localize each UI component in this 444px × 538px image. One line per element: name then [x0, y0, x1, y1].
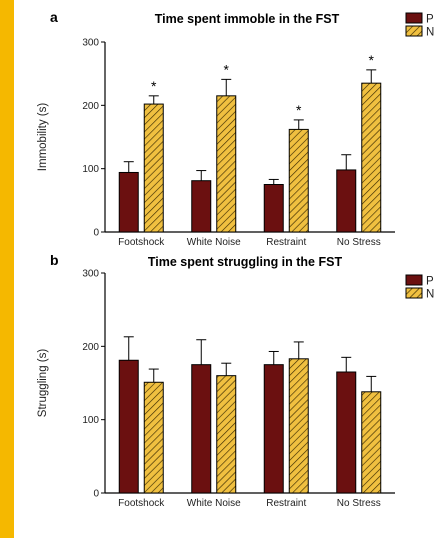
y-tick-label: 0 [93, 228, 99, 239]
y-tick-label: 100 [82, 164, 99, 175]
bar-n [288, 128, 309, 233]
bar-n [288, 358, 309, 494]
bar-p [191, 180, 212, 233]
panel-a-ticks: 0 100 200 300 [82, 38, 105, 239]
category-label: No Stress [337, 237, 381, 248]
bar-n [143, 103, 164, 233]
panel-a-bars: * * * * [118, 52, 382, 233]
bar-p [263, 364, 284, 494]
panel-a-legend: PN [405, 12, 434, 39]
left-frame-border [0, 0, 14, 538]
bar-n [361, 391, 382, 494]
panel-a-chart: a Time spent immoble in the FST Immobili… [37, 9, 434, 248]
panel-a-category-labels: Footshock White Noise Restraint No Stress [118, 237, 381, 248]
legend-label-p: P [426, 14, 434, 26]
panel-b-ticks: 0 100 200 300 [82, 269, 105, 500]
panel-b-y-axis-title: Struggling (s) [37, 349, 49, 418]
significance-marker: * [296, 102, 302, 118]
category-label: Footshock [118, 237, 165, 248]
significance-marker: * [224, 61, 230, 77]
panel-b-title: Time spent struggling in the FST [148, 255, 343, 269]
bar-n [216, 375, 237, 494]
panel-a-y-axis-title: Immobility (s) [37, 103, 49, 172]
legend-swatch-n [405, 287, 423, 299]
significance-marker: * [369, 52, 375, 68]
significance-marker: * [151, 78, 157, 94]
panel-b-category-labels: Footshock White Noise Restraint No Stress [118, 498, 381, 509]
category-label: No Stress [337, 498, 381, 509]
legend-label-n: N [426, 289, 434, 301]
category-label: White Noise [187, 498, 241, 509]
category-label: Restraint [266, 498, 306, 509]
panel-b-chart: b Time spent struggling in the FST Strug… [37, 252, 434, 509]
y-tick-label: 200 [82, 342, 99, 353]
panel-b-legend: PN [405, 274, 434, 301]
panel-a-letter: a [50, 9, 58, 25]
bar-n [143, 381, 164, 494]
legend-label-p: P [426, 276, 434, 288]
y-tick-label: 200 [82, 101, 99, 112]
panel-b-bars [118, 336, 382, 494]
legend-swatch-p [405, 274, 423, 286]
y-tick-label: 100 [82, 415, 99, 426]
bar-p [191, 364, 212, 494]
y-tick-label: 300 [82, 38, 99, 49]
y-tick-label: 300 [82, 269, 99, 280]
category-label: Footshock [118, 498, 165, 509]
bar-p [118, 359, 139, 494]
legend-swatch-n [405, 25, 423, 37]
legend-label-n: N [426, 27, 434, 39]
panel-b-letter: b [50, 252, 59, 268]
bar-p [118, 171, 139, 233]
bar-p [336, 371, 357, 494]
y-tick-label: 0 [93, 489, 99, 500]
category-label: White Noise [187, 237, 241, 248]
panel-a-title: Time spent immoble in the FST [155, 12, 340, 26]
category-label: Restraint [266, 237, 306, 248]
bar-n [361, 82, 382, 233]
bar-p [263, 184, 284, 233]
bar-p [336, 169, 357, 233]
bar-n [216, 95, 237, 233]
legend-swatch-p [405, 12, 423, 24]
